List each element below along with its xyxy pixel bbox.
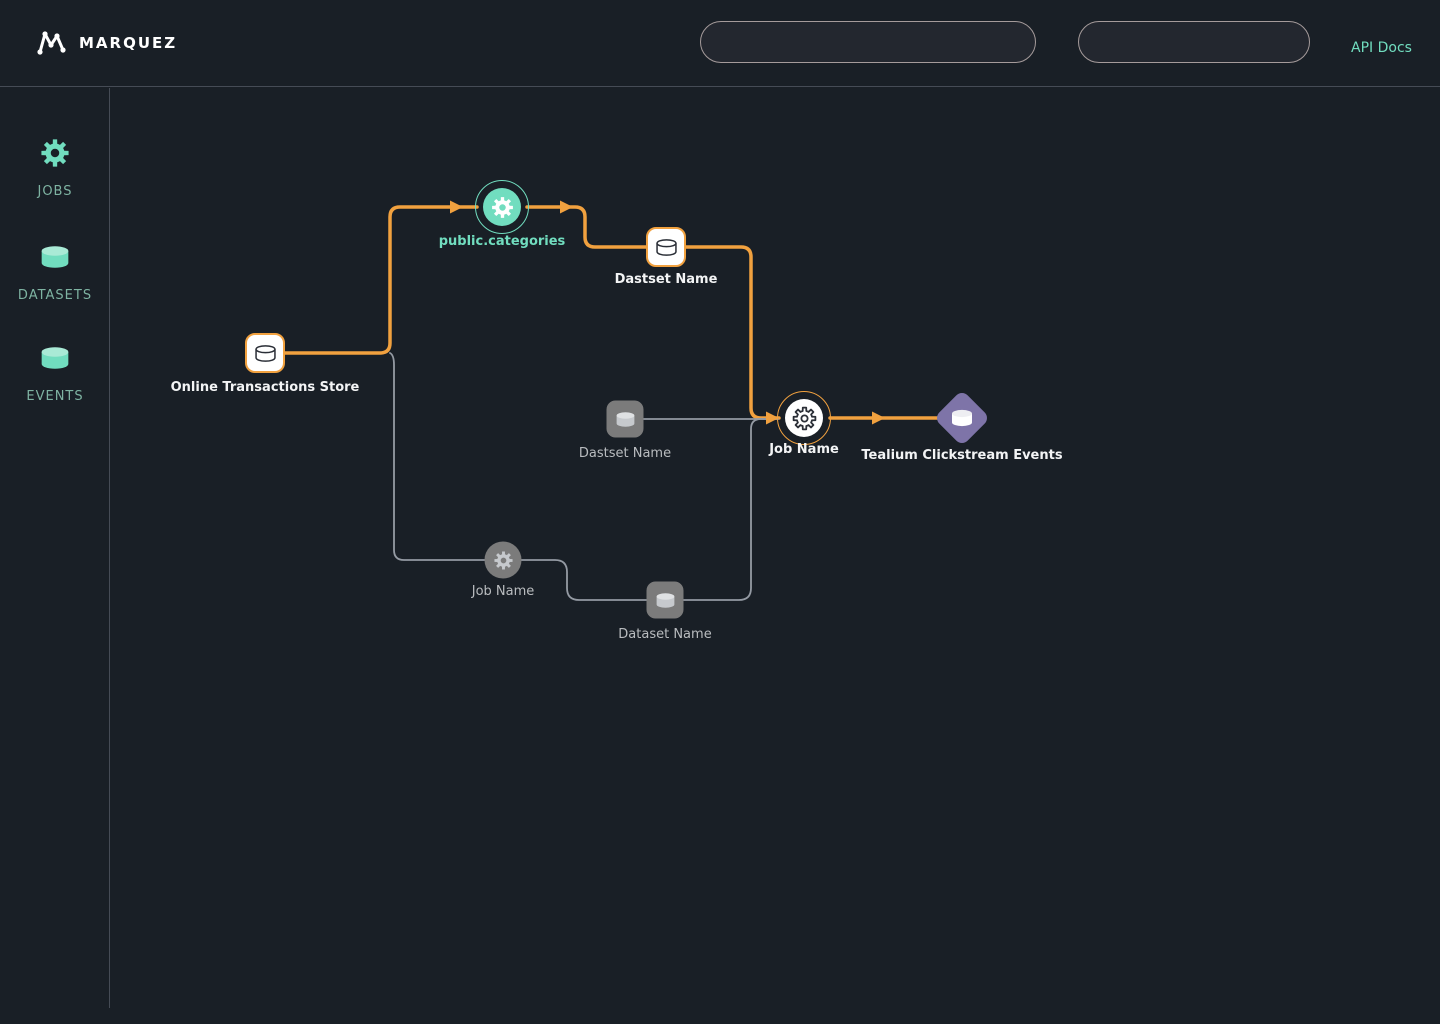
node-label: Job Name	[471, 584, 535, 599]
edge-ots-to-public-categories	[283, 205, 479, 355]
edge-public-categories-to-dastset-top	[525, 205, 650, 249]
edge-arrowhead-icon	[766, 411, 779, 425]
node-label: Tealium Clickstream Events	[861, 448, 1063, 463]
lineage-edges-layer	[283, 200, 939, 601]
brand-title: MARQUEZ	[79, 34, 178, 52]
namespace-dropdown[interactable]	[1078, 21, 1310, 63]
sidebar-item-label: DATASETS	[17, 288, 93, 303]
edge-arrowhead-icon	[450, 200, 463, 214]
gear-icon	[40, 138, 70, 168]
database-icon	[952, 409, 972, 427]
sidebar-item-events[interactable]: EVENTS	[0, 343, 110, 404]
sidebar-item-label: JOBS	[37, 184, 73, 199]
app-header: MARQUEZ API Docs	[0, 0, 1440, 87]
node-label: Dastset Name	[614, 272, 718, 287]
marquez-logo[interactable]: MARQUEZ	[36, 28, 177, 58]
sidebar: JOBS DATASETS EVENTS	[0, 88, 110, 1008]
edge-dastset-top-to-job-name	[684, 245, 781, 420]
sidebar-item-datasets[interactable]: DATASETS	[0, 242, 110, 303]
node-label: Dataset Name	[618, 627, 712, 642]
database-icon	[39, 242, 71, 272]
gear-icon	[41, 139, 69, 167]
database-icon	[39, 343, 71, 373]
api-docs-link[interactable]: API Docs	[1351, 40, 1412, 56]
edge-ots-to-job-name-gray	[389, 352, 779, 601]
gear-icon	[493, 550, 513, 570]
gear-icon	[491, 196, 513, 218]
sidebar-item-label: EVENTS	[26, 389, 84, 404]
lineage-graph[interactable]: Online Transactions Store public.categor…	[111, 88, 1440, 1008]
database-icon	[655, 238, 677, 256]
node-label: Dastset Name	[578, 446, 672, 461]
database-icon	[254, 344, 276, 362]
node-label: Online Transactions Store	[170, 380, 360, 395]
database-icon	[41, 246, 69, 268]
marquez-logo-icon	[37, 31, 66, 55]
search-input[interactable]	[700, 21, 1036, 63]
sidebar-item-jobs[interactable]: JOBS	[0, 138, 110, 199]
database-icon	[616, 411, 634, 427]
node-label: public.categories	[438, 234, 566, 249]
edge-arrowhead-icon	[560, 200, 573, 214]
gear-icon	[792, 406, 816, 430]
database-icon	[41, 347, 69, 369]
node-label: Job Name	[769, 442, 839, 457]
edge-arrowhead-icon	[872, 411, 885, 425]
database-icon	[656, 592, 674, 608]
